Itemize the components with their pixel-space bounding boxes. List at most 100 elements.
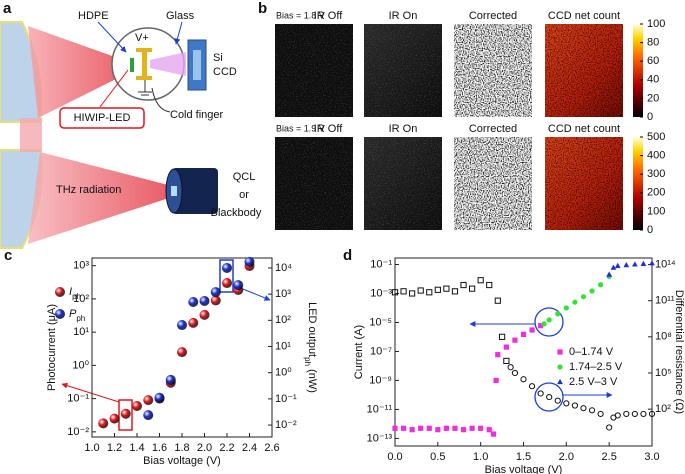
image-noise (275, 137, 353, 230)
y-tick-label: 10⁻⁹ (369, 374, 392, 386)
marker (177, 347, 187, 358)
x-tick-label: 1.8 (174, 442, 189, 454)
marker (512, 337, 518, 343)
legend-label: 0–1.74 V (569, 346, 614, 358)
y2-tick-label: 10⁻¹ (275, 393, 297, 405)
holder (142, 48, 147, 80)
image-noise (275, 24, 353, 117)
y2-tick-label: 10² (655, 403, 671, 415)
x-tick-label: 2.6 (264, 442, 279, 454)
x-tick-label: 3.0 (644, 451, 659, 463)
marker (210, 287, 221, 298)
panel-label: a (3, 0, 12, 17)
marker (199, 309, 210, 320)
y-tick-label: 10⁻⁵ (369, 316, 392, 328)
marker (426, 289, 433, 296)
marker (165, 374, 176, 385)
marker (417, 287, 424, 294)
marker (580, 405, 587, 412)
marker (555, 311, 561, 317)
image-title: IR Off (314, 123, 343, 135)
legend-marker (55, 287, 65, 297)
marker (469, 425, 475, 431)
qcl (172, 168, 218, 214)
marker (460, 427, 467, 433)
marker (132, 400, 142, 411)
image-noise (454, 137, 532, 230)
colorbar-tick-label: 100 (647, 18, 665, 30)
y-tick-label: 10⁻¹ (67, 393, 89, 405)
panel-c: c 1.0 1.2 1.4 1.6 1.8 2.0 2.2 2.4 2.6 10⁻² 10⁻¹ 10⁰ 1… (4, 247, 318, 467)
marker (392, 425, 398, 431)
colorbar-tick-label: 400 (647, 150, 665, 162)
x-axis-label: Bias voltage (V) (485, 464, 563, 474)
colorbar-tick-label: 0 (647, 224, 653, 236)
marker (222, 278, 232, 289)
label: Cold finger (170, 109, 224, 121)
marker (143, 395, 154, 406)
marker (498, 333, 506, 340)
marker (649, 260, 655, 266)
y-tick-label: 10⁻⁷ (370, 345, 392, 357)
marker (199, 295, 210, 306)
marker (538, 323, 544, 329)
y2-tick-label: 10⁵ (655, 367, 672, 379)
marker (154, 392, 165, 403)
marker (503, 357, 510, 365)
marker (528, 383, 536, 390)
beam (28, 152, 172, 244)
colorbar-tick-label: 60 (647, 55, 659, 67)
legend-label-part: I (69, 286, 72, 298)
y-axis-label: Current (A) (353, 325, 365, 379)
label: Blackbody (211, 207, 262, 219)
y-tick-label: 10³ (73, 260, 89, 272)
panel-label: c (4, 247, 12, 264)
marker (571, 402, 579, 409)
y2-tick-label: 10¹¹ (655, 295, 675, 307)
x-tick-label: 2.0 (197, 442, 212, 454)
marker (563, 400, 570, 407)
marker (606, 271, 613, 277)
marker (614, 262, 621, 268)
marker (511, 369, 519, 377)
marker (490, 431, 497, 437)
y-tick-label: 10⁰ (72, 359, 89, 371)
image-title: Corrected (469, 123, 517, 135)
marker (632, 261, 638, 267)
image-noise (545, 24, 623, 117)
highlight (534, 307, 564, 337)
marker (477, 277, 484, 284)
colorbar-tick-label: 100 (647, 205, 665, 217)
marker (529, 327, 535, 333)
colorbar-tick-label: 80 (647, 37, 659, 49)
annotations-c (61, 259, 271, 431)
marker (648, 410, 656, 418)
marker (120, 408, 131, 419)
marker (409, 427, 415, 433)
x-tick-label: 2.2 (219, 442, 234, 454)
y2-tick-label: 10⁸ (655, 331, 672, 343)
y2-tick-label: 10⁻² (275, 419, 297, 431)
label: Glass (166, 10, 195, 22)
y2-tick-label: 10⁰ (275, 367, 292, 379)
x-tick-label: 2.5 (602, 451, 617, 463)
marker (109, 413, 120, 424)
y2-tick-label: 10¹ (275, 340, 291, 352)
arrow (97, 21, 127, 53)
x-tick-label: 1.0 (473, 451, 488, 463)
panel-a: a V+ HDPE Glass Si CCD Cold finger HIWIP… (0, 0, 262, 249)
image-noise (454, 24, 532, 117)
marker (188, 317, 199, 328)
marker (495, 352, 501, 358)
x-tick-label: 1.0 (84, 442, 99, 454)
marker (143, 410, 154, 421)
marker (520, 331, 527, 338)
marker (537, 390, 544, 397)
marker (580, 294, 587, 300)
legend-marker (557, 349, 563, 355)
x-tick-label: 0.0 (387, 451, 402, 463)
marker (598, 282, 604, 288)
x-tick-label: 1.2 (107, 442, 122, 454)
marker (640, 410, 647, 418)
